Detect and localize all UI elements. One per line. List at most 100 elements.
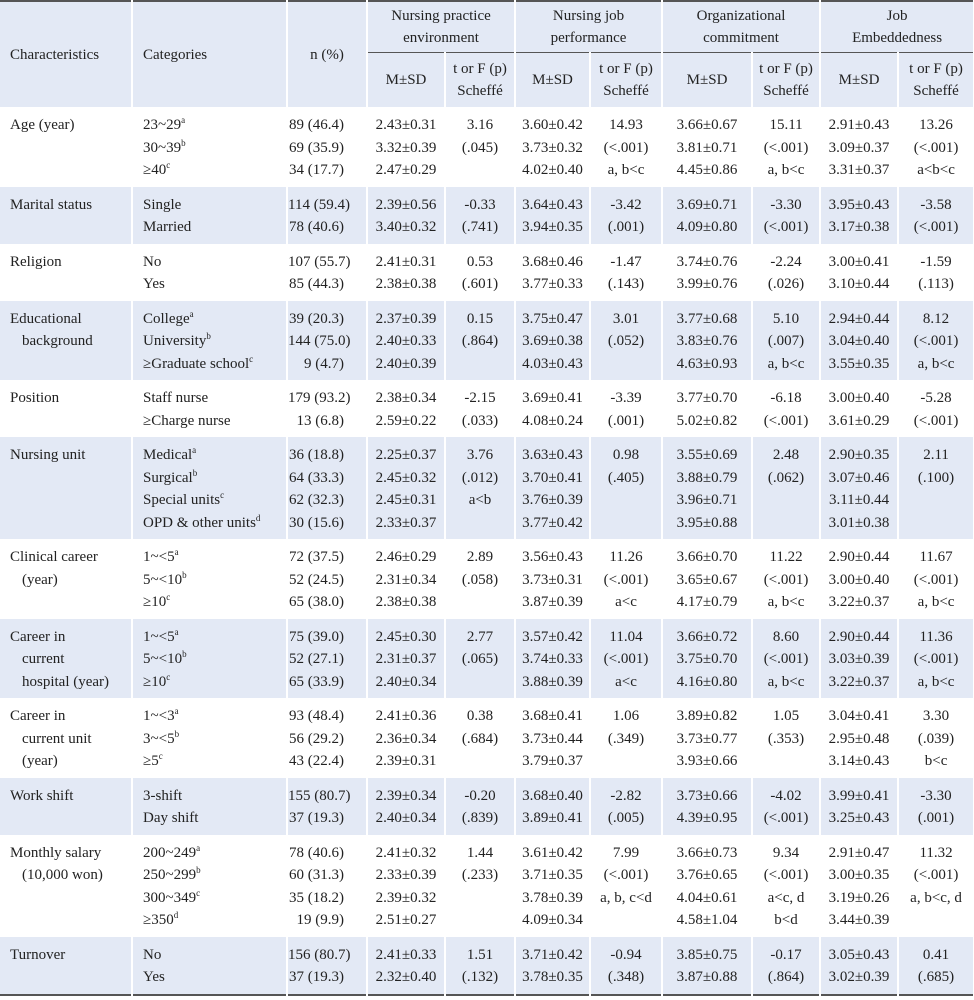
test-value: (.864) [461,333,499,349]
test-stat: 14.93 (<.001) a, b<c [589,107,664,187]
mean-sd-value: 2.94±0.44 [828,310,890,327]
characteristic-line: Religion [10,253,62,270]
mean-sd-value: 3.22±0.37 [828,594,890,610]
measure-header: Organizational commitment [661,1,822,53]
test-value: 2.11 [923,447,949,463]
sub-line: M±SD [838,71,880,88]
mean-sd-value: 4.02±0.40 [522,162,583,178]
mean-sd-value: 2.40±0.34 [375,810,437,826]
mean-sd-value: 2.33±0.37 [375,514,437,531]
mean-sd-value: 2.43±0.31 [375,117,437,133]
category: Medicala [143,444,286,467]
n-value: 64 (33.3) [289,469,344,486]
test-stat: -5.28 (<.001) [897,380,974,437]
test-value: (.233) [461,867,499,883]
sub-header: t or F (p) Scheffé [751,52,822,107]
characteristic-line: Age (year) [10,117,75,133]
test-value: (<.001) [913,571,959,588]
test-value: b<c [924,753,948,769]
categories: 1~<5a 5~<10b ≥10c [131,539,288,619]
test-value: a<c [615,594,637,610]
test-value: (.045) [461,139,499,156]
n-value: 179 (93.2) [288,390,351,406]
test-value: a, b<c [767,594,805,610]
mean-sd-value: 2.31±0.34 [375,571,437,588]
measure-line: Embeddedness [852,30,943,46]
characteristic-line: (10,000 won) [22,867,103,883]
characteristic: Career in current unit (year) [0,698,133,778]
test-value: (.132) [461,969,499,985]
mean-sd-value: 2.40±0.33 [375,333,437,349]
sub-line: M±SD [686,71,728,88]
test-stat: 1.06 (.349) [589,698,664,778]
mean-sd: 3.63±0.43 3.70±0.41 3.76±0.39 3.77±0.42 [514,437,592,539]
category: Yes [143,273,286,296]
category-text: Surgical [143,469,193,486]
mean-sd-value: 3.66±0.72 [676,628,738,645]
mean-sd-value: 3.57±0.42 [522,628,583,645]
categories: Staff nurse ≥Charge nurse [131,380,288,437]
test-value: (<.001) [603,139,649,156]
mean-sd-value: 3.71±0.42 [522,946,583,963]
test-value: (<.001) [763,810,809,826]
test-value: -1.47 [610,253,642,270]
n-value: 19 (9.9) [296,912,345,928]
test-value: 13.26 [919,117,953,133]
test-value: 3.30 [922,708,950,724]
mean-sd: 2.43±0.31 3.32±0.39 2.47±0.29 [366,107,446,187]
mean-sd: 3.68±0.40 3.89±0.41 [514,777,592,835]
characteristic: Monthly salary (10,000 won) [0,834,133,937]
category-text: 1~<3 [143,708,175,724]
n-value: 114 (59.4) [288,196,350,213]
categories: Single Married [131,186,288,244]
category: ≥10c [143,591,286,614]
mean-sd-value: 3.88±0.79 [676,469,738,486]
test-value: (.058) [461,571,499,588]
test-value: -2.82 [610,787,642,804]
test-stat: -3.39 (.001) [589,380,664,437]
test-value: (.033) [461,412,499,429]
header-row: Characteristics Categories n (%) Nursing… [0,1,974,107]
group-row: Work shift 3-shift Day shift 155 (80.7) 37 (… [0,777,974,835]
mean-sd-value: 3.60±0.42 [522,117,583,133]
test-value: 0.98 [612,447,640,463]
test-value: 11.36 [919,628,953,645]
test-value: a, b<c [917,594,955,610]
mean-sd-value: 3.71±0.35 [522,867,583,883]
mean-sd-value: 2.41±0.31 [375,253,437,270]
mean-sd-value: 3.68±0.46 [522,253,583,270]
test-stat: 11.26 (<.001) a<c [589,539,664,619]
mean-sd-value: 3.44±0.39 [828,912,890,928]
n-value: 78 (40.6) [289,219,344,235]
test-stat: 11.22 (<.001) a, b<c [751,539,822,619]
sub-line: Scheffé [913,83,959,99]
test-value: 3.01 [612,310,640,327]
category-text: 30~39 [143,139,182,156]
test-value: 8.12 [922,310,950,327]
category: Married [143,216,286,239]
categories: 1~<3a 3~<5b ≥5c [131,698,288,778]
category: ≥40c [143,159,286,182]
group-row: Career in current unit (year) 1~<3a 3~<5b ≥5c… [0,698,974,778]
category-sup: c [249,353,254,364]
mean-sd-value: 3.05±0.43 [828,946,890,963]
mean-sd: 3.56±0.43 3.73±0.31 3.87±0.39 [514,539,592,619]
category: ≥350d [143,909,286,932]
test-stat: 0.98 (.405) [589,437,664,539]
n-value: 69 (35.9) [289,139,344,156]
category-text: ≥10 [143,594,167,610]
category-text: Staff nurse [143,390,209,406]
n-value: 156 (80.7) [288,946,351,963]
test-value: (.001) [607,412,645,429]
test-value: (<.001) [603,651,649,667]
test-stat: -1.47 (.143) [589,243,664,301]
mean-sd-value: 3.76±0.65 [676,867,738,883]
category-sup: a [174,626,179,637]
test-stat: 2.77 (.065) [443,618,517,698]
n-value: 36 (18.8) [289,447,344,463]
mean-sd-value: 4.17±0.79 [676,594,738,610]
test-value: -2.15 [464,390,496,406]
mean-sd-value: 3.00±0.41 [828,253,890,270]
n-value: 52 (27.1) [289,651,344,667]
